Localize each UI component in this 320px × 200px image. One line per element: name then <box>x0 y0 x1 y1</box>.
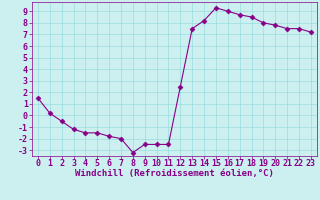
X-axis label: Windchill (Refroidissement éolien,°C): Windchill (Refroidissement éolien,°C) <box>75 169 274 178</box>
